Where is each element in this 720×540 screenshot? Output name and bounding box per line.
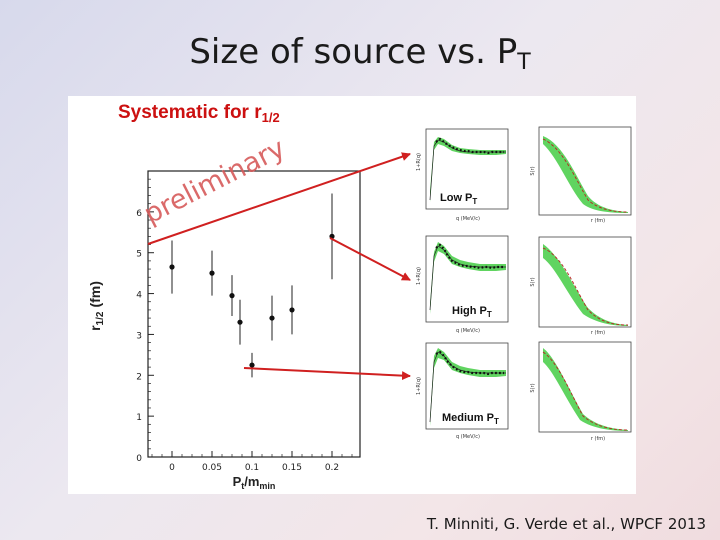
inset-x-axis-label: r (fm) [591, 218, 605, 224]
data-point [229, 293, 235, 299]
inset-label: Medium PT [442, 412, 499, 426]
main-plot-axes: 0 1 2 3 4 5 6 0 0.05 0.1 0.15 0.2 [136, 178, 353, 473]
y-tick-label: 6 [136, 209, 142, 219]
figure-heading: Systematic for r1/2 [118, 102, 280, 125]
x-axis-label-tail: /m [244, 474, 259, 489]
y-tick-label: 4 [136, 291, 142, 301]
figure-heading-main: Systematic for r [118, 102, 262, 123]
y-axis-label-unit: (fm) [87, 281, 103, 307]
inset-source-curve [542, 138, 629, 213]
x-tick-label: 0.2 [325, 463, 339, 473]
inset-label-sub: T [472, 197, 477, 206]
inset-y-axis-label: 1+R(q) [416, 267, 422, 285]
slide-title: Size of source vs. PT [0, 32, 720, 75]
x-axis-label-tail-sub: min [259, 481, 275, 491]
data-point [237, 319, 243, 325]
inset-x-axis-label: r (fm) [591, 330, 605, 336]
y-axis-label-main: r [87, 325, 103, 331]
main-plot-frame [147, 170, 361, 458]
inset-x-axis-label: q (MeV/c) [456, 434, 480, 440]
inset-label-main: Medium P [442, 412, 494, 424]
y-tick-label: 0 [136, 454, 142, 464]
data-point [169, 264, 175, 270]
inset-data-points [435, 350, 504, 376]
inset-low-pt-right: S(r) r (fm) [530, 126, 632, 224]
inset-medium-pt-right: S(r) r (fm) [530, 341, 632, 442]
x-axis-label: Pt/mmin [233, 474, 276, 491]
data-point [269, 315, 275, 321]
inset-low-pt-left: 1+R(q) q (MeV/c) Low PT [416, 128, 509, 222]
arrow-to-high-pt [329, 237, 411, 281]
inset-low-pt: 1+R(q) q (MeV/c) Low PT S(r) r (fm) [416, 126, 632, 224]
x-tick-label: 0.1 [245, 463, 259, 473]
inset-label-main: High P [452, 305, 487, 317]
inset-label-sub: T [487, 310, 492, 319]
inset-high-pt-left: 1+R(q) q (MeV/c) High PT [416, 235, 509, 334]
main-plot-points [169, 193, 335, 378]
x-axis-label-main: P [233, 474, 242, 489]
inset-y-axis-label: S(r) [530, 277, 536, 286]
figure-heading-sub: 1/2 [262, 110, 280, 125]
inset-label: Low PT [440, 192, 477, 206]
inset-label: High PT [452, 305, 492, 319]
y-axis-label: r1/2 (fm) [87, 281, 106, 331]
figure-panel: Systematic for r1/2 0 1 2 3 4 5 6 0 0.05 0.1 0.15 0… [68, 96, 636, 494]
slide-title-subscript: T [517, 50, 531, 75]
inset-medium-pt-left: 1+R(q) q (MeV/c) Medium PT [416, 342, 509, 440]
inset-x-axis-label: q (MeV/c) [456, 216, 480, 222]
inset-medium-pt: 1+R(q) q (MeV/c) Medium PT S(r) r (fm) [416, 341, 632, 442]
inset-x-axis-label: q (MeV/c) [456, 328, 480, 334]
inset-label-sub: T [494, 417, 499, 426]
inset-data-points [435, 243, 504, 270]
y-axis-label-sub: 1/2 [95, 311, 106, 325]
y-tick-label: 3 [136, 331, 142, 341]
inset-label-main: Low P [440, 192, 472, 204]
slide-title-text: Size of source vs. P [189, 32, 518, 72]
inset-source-band [543, 244, 628, 326]
inset-fit-band [430, 137, 506, 202]
inset-fit-band [430, 242, 506, 314]
x-axis-label-sub: t [241, 481, 244, 491]
y-tick-label: 2 [136, 372, 142, 382]
inset-fit-band [430, 348, 506, 426]
inset-y-axis-label: S(r) [530, 166, 536, 175]
inset-x-axis-label: r (fm) [591, 436, 605, 442]
y-tick-label: 5 [136, 250, 142, 260]
data-point [209, 270, 215, 276]
data-point [289, 307, 295, 313]
y-tick-label: 1 [136, 413, 142, 423]
inset-high-pt: 1+R(q) q (MeV/c) High PT S(r) r (fm) [416, 235, 632, 336]
inset-source-curve [542, 247, 629, 326]
citation: T. Minniti, G. Verde et al., WPCF 2013 [426, 515, 706, 533]
inset-data-points [435, 137, 504, 155]
inset-high-pt-right: S(r) r (fm) [530, 236, 632, 336]
inset-source-curve [542, 351, 629, 431]
arrow-to-low-pt [147, 152, 411, 245]
inset-source-band [543, 136, 628, 213]
x-tick-label: 0 [169, 463, 175, 473]
inset-y-axis-label: 1+R(q) [416, 377, 422, 395]
x-tick-label: 0.05 [202, 463, 222, 473]
data-point [249, 362, 255, 368]
inset-y-axis-label: S(r) [530, 383, 536, 392]
inset-y-axis-label: 1+R(q) [416, 153, 422, 171]
arrow-to-medium-pt [243, 367, 411, 381]
x-tick-label: 0.15 [282, 463, 302, 473]
